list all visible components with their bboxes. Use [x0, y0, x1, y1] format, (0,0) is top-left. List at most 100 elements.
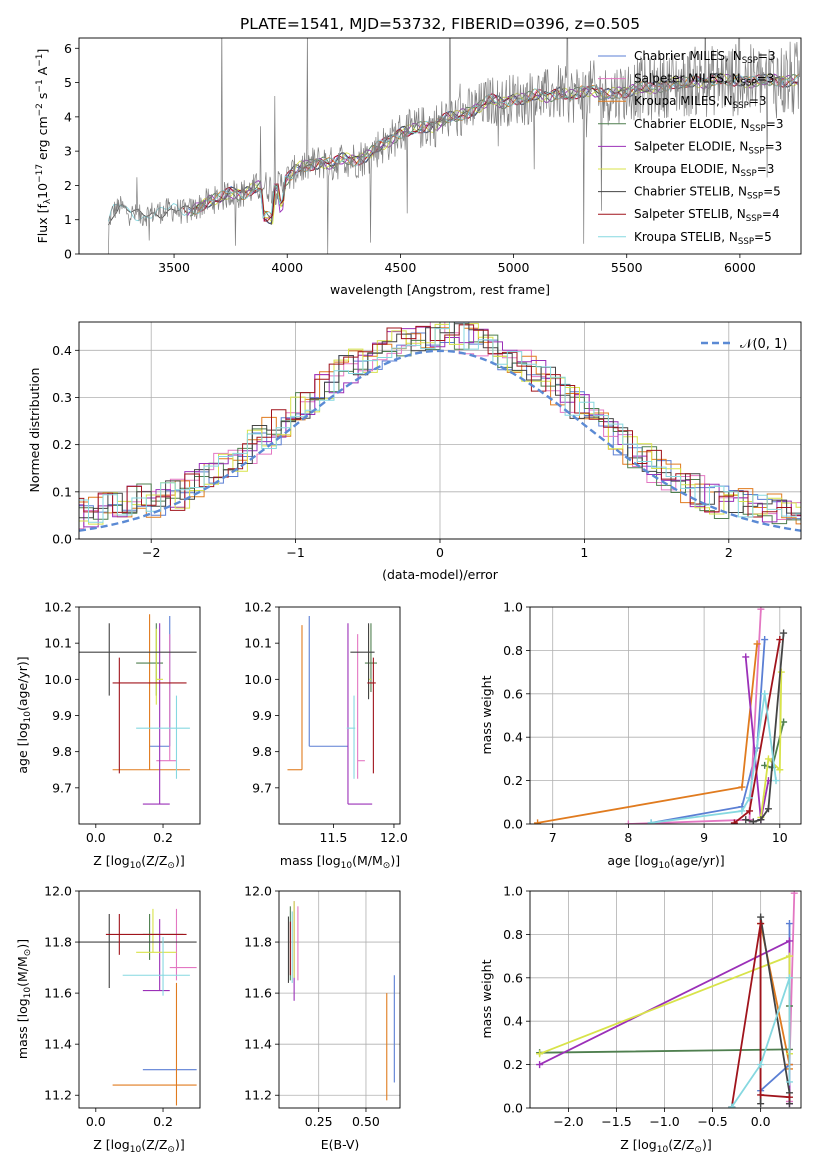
x-tick-label: 0.0: [751, 1114, 771, 1129]
x-tick-label: 0.0: [86, 830, 106, 845]
histogram-plot-area: [79, 322, 801, 532]
y-tick-label: 12.0: [244, 884, 272, 899]
x-tick-label: 0.2: [153, 1114, 173, 1129]
mass-weight-marker: [764, 755, 772, 763]
axes-frame: [78, 890, 201, 1109]
x-tick-label: 4500: [384, 260, 416, 275]
age-vs-metallicity-panel: 0.0 0.2 9.7 9.8 9.9 10.0 10.1 10.2 Z [log10(Z/Z⊙…: [15, 600, 201, 871]
mass-weight-marker: [757, 920, 765, 928]
mass-weight-marker: [785, 1100, 793, 1108]
errorbar-point: [122, 936, 190, 996]
residual-histogram: [79, 322, 801, 530]
x-tick-label: 0.2: [153, 830, 173, 845]
observed-spectrum-line: [108, 38, 800, 254]
y-tick-label: 2: [64, 178, 72, 193]
residual-histogram: [79, 322, 801, 525]
errorbar-point: [350, 623, 375, 700]
errorbar-plot-area: [79, 614, 197, 805]
x-axis-label: (data-model)/error: [382, 567, 499, 582]
mass-weight-marker: [761, 690, 769, 698]
errorbar-point: [347, 623, 373, 805]
figure-title: PLATE=1541, MJD=53732, FIBERID=0396, z=0…: [240, 15, 640, 33]
x-tick-label: 5500: [611, 260, 643, 275]
legend-label: Chabrier STELIB, NSSP=5: [634, 185, 781, 202]
y-tick-label: 6: [64, 41, 72, 56]
x-tick-label: 2: [725, 545, 733, 560]
residuals-panel: −2 −1 0 1 2 0.0 0.1 0.2 0.3 0.4 (data-model)/error…: [27, 321, 802, 582]
y-axis-label: age [log10(age/yr)]: [15, 656, 33, 773]
axes-frame: [529, 890, 802, 1109]
errorbar-plot-area: [79, 908, 197, 1106]
errorbar-point: [346, 695, 356, 779]
errorbar-point: [169, 908, 197, 981]
mass-weight-marker: [624, 820, 632, 824]
x-tick-label: −2: [142, 545, 160, 560]
mass-weight-line: [537, 643, 758, 824]
mass-weight-marker: [757, 607, 765, 613]
mass-weight-marker: [757, 913, 765, 921]
x-tick-label: 5000: [498, 260, 530, 275]
mass-weight-marker: [772, 777, 780, 785]
mass-weight-marker: [764, 805, 772, 813]
y-tick-label: 11.6: [244, 986, 272, 1001]
mass-weight-marker: [776, 636, 784, 644]
x-tick-label: 12.0: [380, 830, 408, 845]
errorbar-point: [112, 657, 187, 774]
legend-label: Kroupa STELIB, NSSP=5: [634, 230, 772, 247]
x-tick-label: 0.0: [86, 1114, 106, 1129]
y-tick-label: 9.8: [52, 744, 72, 759]
y-tick-label: 10.0: [44, 672, 72, 687]
x-tick-label: 6000: [724, 260, 756, 275]
residual-histogram: [79, 324, 801, 518]
y-tick-label: 0.3: [52, 390, 72, 405]
mass-weight-marker: [738, 783, 746, 791]
y-tick-label: 9.7: [52, 780, 72, 795]
mass-weight-line: [650, 693, 777, 824]
mass-weight-marker: [761, 636, 769, 644]
errorbar-point: [112, 614, 190, 771]
mass-weight-marker: [785, 937, 793, 945]
y-tick-label: 0.4: [503, 1014, 523, 1029]
y-tick-label: 0.4: [503, 730, 523, 745]
y-tick-label: 1.0: [503, 884, 523, 899]
x-tick-label: 11.5: [320, 830, 348, 845]
mass-weight-marker: [785, 920, 793, 928]
x-axis-label: E(B-V): [321, 1137, 360, 1152]
legend-label: Kroupa MILES, NSSP=3: [634, 94, 767, 111]
mass-weight-marker: [746, 807, 754, 815]
y-tick-label: 0.6: [503, 970, 523, 985]
y-tick-label: 11.4: [44, 1037, 72, 1052]
mass-weight-marker: [776, 766, 784, 774]
errorbar-point: [142, 623, 170, 805]
errorbar-point: [155, 628, 164, 705]
x-tick-label: 0.50: [352, 1114, 380, 1129]
x-tick-label: 7: [549, 830, 557, 845]
errorbar-point: [79, 623, 197, 696]
y-axis-label: Flux [fλ10−17 erg cm−2 s−1 A−1]: [35, 49, 53, 244]
legend-label: 𝒩(0, 1): [740, 337, 787, 352]
x-axis-label: Z [log10(Z/Z⊙)]: [93, 853, 184, 871]
y-tick-label: 10.1: [244, 636, 272, 651]
errorbar-point: [79, 913, 197, 989]
axes-frame: [278, 890, 401, 1109]
mass-weight-marker: [785, 1093, 793, 1101]
model-spectrum-line: [107, 74, 799, 222]
y-tick-label: 9.8: [252, 744, 272, 759]
mass-weight-line: [759, 916, 791, 1104]
mass-weight-vs-age-panel: 7 8 9 10 0.0 0.2 0.4 0.6 0.8 1.0 age [log10(age/yr…: [479, 600, 802, 871]
mass-weight-marker: [742, 816, 750, 824]
x-axis-label: wavelength [Angstrom, rest frame]: [330, 282, 550, 297]
legend: Chabrier MILES, NSSP=3 Salpeter MILES, NS…: [598, 49, 783, 247]
y-tick-label: 9.7: [252, 780, 272, 795]
mass-weight-marker: [647, 819, 655, 824]
x-tick-label: −1.5: [601, 1114, 631, 1129]
y-tick-label: 0.2: [503, 1057, 523, 1072]
y-tick-label: 4: [64, 109, 72, 124]
y-tick-label: 11.2: [244, 1088, 272, 1103]
mass-vs-metallicity-panel: 0.0 0.2 11.2 11.4 11.6 11.8 12.0 Z [log10(Z/Z⊙)…: [15, 884, 201, 1155]
y-tick-label: 10.2: [44, 600, 72, 615]
y-axis-label: mass [log10(M/M⊙)]: [15, 939, 33, 1059]
spectrum-plot-area: [107, 38, 800, 254]
normal-distribution-curve: [79, 349, 801, 532]
